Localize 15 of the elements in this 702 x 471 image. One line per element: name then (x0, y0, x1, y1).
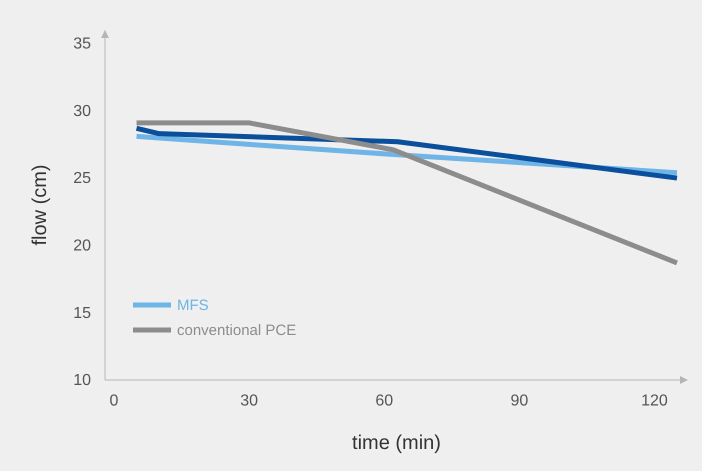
x-tick-label: 120 (641, 392, 668, 410)
y-tick-label: 30 (73, 102, 92, 120)
x-axis-title: time (min) (352, 432, 441, 454)
legend-label: MFS (177, 297, 209, 314)
y-tick-label: 35 (73, 36, 92, 53)
y-tick-label: 25 (73, 170, 92, 188)
x-tick-label: 0 (110, 392, 119, 410)
y-axis-title: flow (cm) (29, 164, 51, 246)
x-tick-label: 90 (510, 392, 528, 410)
legend-label: conventional PCE (177, 322, 296, 339)
x-tick-label: 60 (375, 392, 394, 410)
x-tick-label: 30 (240, 392, 258, 410)
y-tick-label: 20 (73, 238, 92, 255)
y-tick-label: 10 (73, 372, 92, 390)
y-tick-label: 15 (73, 304, 92, 322)
